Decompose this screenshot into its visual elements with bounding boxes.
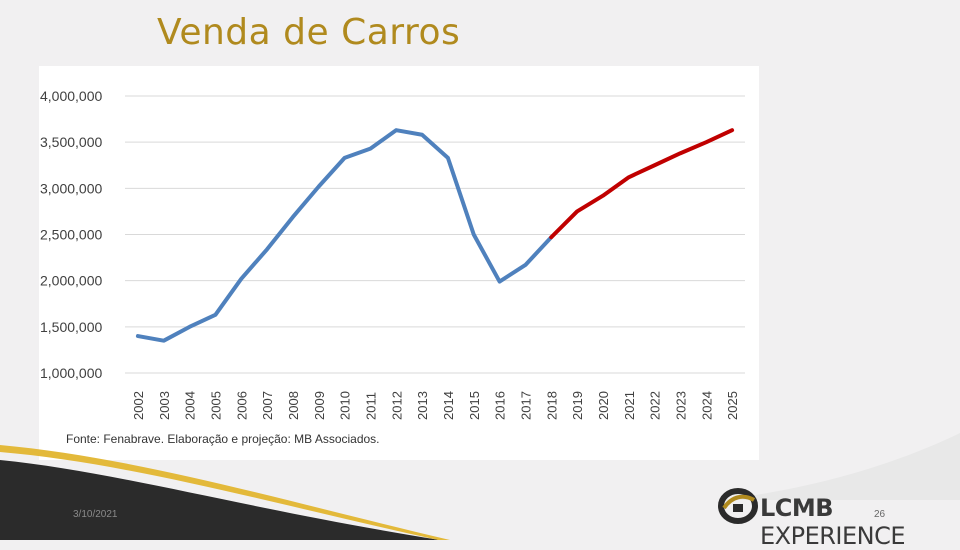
x-tick-label: 2005 <box>208 391 223 420</box>
series-line-historical <box>135 128 554 343</box>
footer-date: 3/10/2021 <box>73 509 118 520</box>
brand-name-experience: EXPERIENCE <box>760 522 906 550</box>
brand-logo-icon <box>718 488 758 524</box>
x-tick-label: 2006 <box>234 391 249 420</box>
y-tick-label: 3,000,000 <box>40 180 102 196</box>
grid-lines <box>125 95 745 374</box>
x-tick-label: 2012 <box>389 391 404 420</box>
x-tick-label: 2024 <box>699 391 714 420</box>
x-tick-label: 2023 <box>673 391 688 420</box>
x-tick-label: 2002 <box>131 391 146 420</box>
x-tick-label: 2014 <box>441 391 456 420</box>
x-tick-label: 2018 <box>544 391 559 420</box>
chart-panel: 1,000,000 1,500,000 2,000,000 2,500,000 3,00… <box>39 66 759 460</box>
y-tick-label: 3,500,000 <box>40 134 102 150</box>
series-lines <box>135 128 735 343</box>
y-tick-label: 2,000,000 <box>40 273 102 289</box>
brand-wordmark: LCMB EXPERIENCE <box>760 494 960 550</box>
y-tick-label: 1,500,000 <box>40 319 102 335</box>
y-tick-label: 4,000,000 <box>40 88 102 104</box>
x-tick-label: 2022 <box>648 391 663 420</box>
x-tick-label: 2016 <box>493 391 508 420</box>
y-tick-label: 1,000,000 <box>40 365 102 381</box>
x-tick-label: 2025 <box>725 391 740 420</box>
slide-title: Venda de Carros <box>157 12 461 53</box>
source-note: Fonte: Fenabrave. Elaboração e projeção:… <box>66 432 380 446</box>
x-tick-label: 2003 <box>157 391 172 420</box>
x-tick-label: 2009 <box>312 391 327 420</box>
line-chart: 1,000,000 1,500,000 2,000,000 2,500,000 3,00… <box>40 88 745 420</box>
series-line-projection <box>549 128 735 240</box>
x-tick-label: 2021 <box>622 391 637 420</box>
y-tick-label: 2,500,000 <box>40 227 102 243</box>
x-tick-label: 2020 <box>596 391 611 420</box>
y-tick-labels: 1,000,000 1,500,000 2,000,000 2,500,000 3,00… <box>40 88 102 381</box>
x-tick-label: 2015 <box>467 391 482 420</box>
x-tick-label: 2019 <box>570 391 585 420</box>
x-tick-labels: 2002 2003 2004 2005 2006 2007 2008 2009 2010 2011… <box>131 391 740 420</box>
brand-name-lcmb: LCMB <box>760 494 834 522</box>
x-tick-label: 2013 <box>415 391 430 420</box>
page-number: 26 <box>874 509 886 520</box>
x-tick-label: 2010 <box>338 391 353 420</box>
x-tick-label: 2007 <box>260 391 275 420</box>
bottom-decorative-wave <box>0 433 960 540</box>
x-tick-label: 2004 <box>183 391 198 420</box>
x-tick-label: 2008 <box>286 391 301 420</box>
x-tick-label: 2011 <box>363 392 378 420</box>
x-tick-label: 2017 <box>518 391 533 420</box>
